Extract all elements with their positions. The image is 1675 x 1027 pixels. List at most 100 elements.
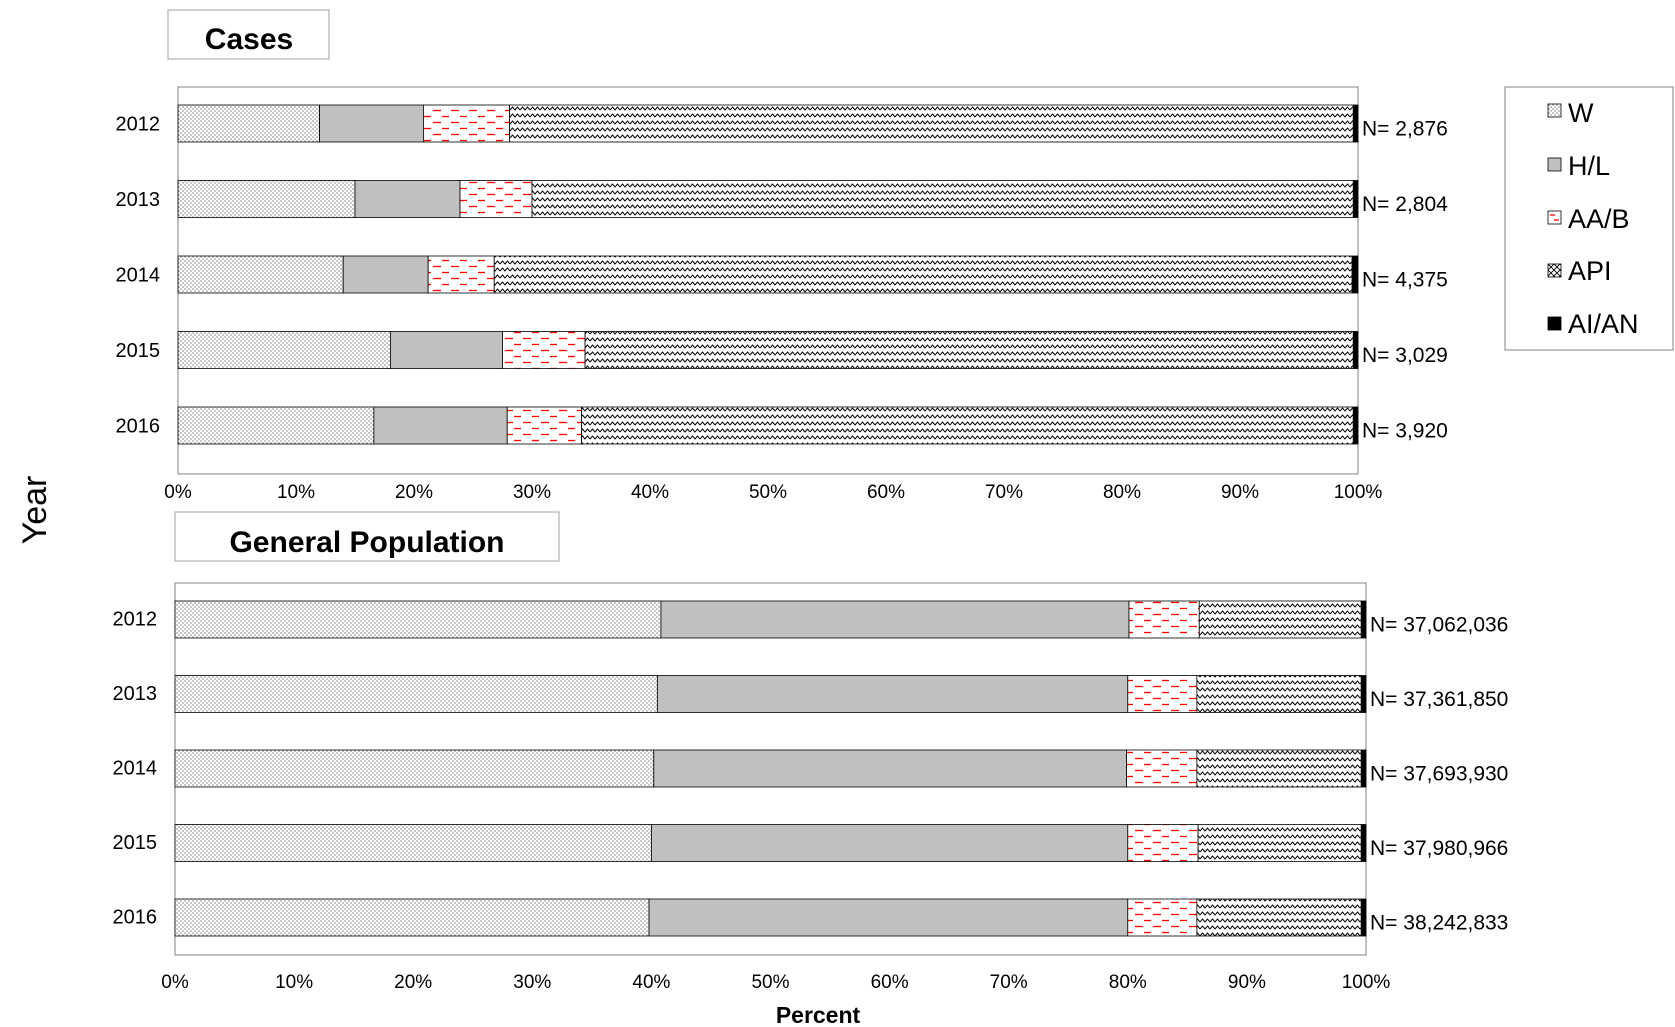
bar-segment-ai-an-2015 [1360, 824, 1367, 862]
x-tick-label-30pct: 30% [513, 972, 551, 993]
x-tick-label-80pct: 80% [1103, 482, 1141, 503]
legend-swatch-w [1547, 103, 1562, 118]
bar-segment-h-l-2012 [660, 600, 1130, 639]
y-axis-label: Year [16, 476, 54, 545]
bar-segment-ai-an-2013 [1360, 675, 1367, 713]
bar-segment-ai-an-2012 [1352, 104, 1359, 143]
bar-segment-w-2014 [177, 255, 344, 294]
bar-segment-api-2014 [1196, 749, 1362, 788]
bar-segment-aa-b-2016 [1127, 898, 1198, 937]
legend-item-api: API [1547, 256, 1612, 286]
category-label-2015: 2015 [113, 832, 158, 854]
n-label-2016: N= 38,242,833 [1370, 912, 1508, 935]
bar-segment-h-l-2013 [354, 180, 461, 218]
n-label-2012: N= 37,062,036 [1370, 614, 1508, 637]
bar-segment-h-l-2014 [653, 749, 1128, 788]
x-tick-label-70pct: 70% [985, 482, 1023, 503]
x-tick-label-90pct: 90% [1221, 482, 1259, 503]
category-label-2013: 2013 [113, 683, 158, 705]
general-population-n-labels: N= 37,062,036 N= 37,361,850 N= 37,693,930 N… [1370, 614, 1508, 935]
legend-swatch-aa-b [1547, 210, 1562, 225]
general-population-x-ticks: 0% 10% 20% 30% 40% 50% 60% 70% 80% 90% 100% [161, 972, 1390, 993]
bar-segment-aa-b-2012 [423, 104, 510, 143]
x-tick-label-10pct: 10% [275, 972, 313, 993]
category-label-2014: 2014 [116, 265, 161, 287]
legend-box [1504, 86, 1674, 351]
legend-label-w: W [1568, 98, 1594, 128]
general-population-panel: General Population 20122013201420152016 … [113, 511, 1508, 993]
category-label-2014: 2014 [113, 758, 158, 780]
n-label-2013: N= 2,804 [1362, 193, 1448, 216]
bar-segment-ai-an-2016 [1360, 898, 1367, 937]
bar-segment-api-2014 [493, 255, 1353, 294]
bar-segment-h-l-2015 [389, 331, 503, 369]
cases-title: Cases [205, 23, 293, 56]
cases-category-labels: 2012 2013 2014 2015 2016 [116, 114, 161, 438]
bar-segment-aa-b-2014 [427, 255, 495, 294]
category-label-2016: 2016 [116, 416, 161, 438]
x-tick-label-40pct: 40% [631, 482, 669, 503]
x-tick-label-50pct: 50% [751, 972, 789, 993]
bar-segment-aa-b-2012 [1128, 600, 1200, 639]
x-tick-label-100pct: 100% [1334, 482, 1383, 503]
legend-swatch-api [1547, 263, 1562, 278]
n-label-2013: N= 37,361,850 [1370, 688, 1508, 711]
legend-label-ai-an: AI/AN [1568, 309, 1639, 339]
legend-label-h-l: H/L [1568, 151, 1610, 181]
bar-segment-h-l-2012 [319, 104, 424, 143]
bar-segment-w-2016 [177, 406, 375, 445]
bar-segment-api-2012 [509, 104, 1354, 143]
x-tick-label-70pct: 70% [990, 972, 1028, 993]
bar-segment-api-2015 [1197, 824, 1362, 862]
category-label-2016: 2016 [113, 907, 158, 929]
bar-segment-api-2015 [584, 331, 1354, 369]
cases-bars [177, 104, 1359, 445]
n-label-2014: N= 37,693,930 [1370, 763, 1508, 786]
bar-segment-ai-an-2016 [1352, 406, 1359, 445]
n-label-2015: N= 3,029 [1362, 344, 1448, 367]
legend-label-api: API [1568, 256, 1612, 286]
legend-swatch-h-l [1547, 157, 1562, 172]
bar-segment-w-2013 [174, 675, 658, 713]
legend-item-ai-an: AI/AN [1547, 309, 1639, 339]
n-label-2015: N= 37,980,966 [1370, 837, 1508, 860]
bar-segment-w-2015 [177, 331, 391, 369]
x-tick-label-0pct: 0% [164, 482, 192, 503]
legend-item-aa-b: AA/B [1547, 204, 1630, 234]
legend: W H/L AA/B API AI/AN [1504, 86, 1674, 351]
bar-segment-aa-b-2015 [502, 331, 586, 369]
bar-segment-api-2012 [1198, 600, 1362, 639]
bar-segment-w-2016 [174, 898, 650, 937]
x-tick-label-20pct: 20% [394, 972, 432, 993]
x-tick-label-100pct: 100% [1342, 972, 1391, 993]
cases-x-ticks: 0% 10% 20% 30% 40% 50% 60% 70% 80% 90% 100% [164, 482, 1382, 503]
x-tick-label-50pct: 50% [749, 482, 787, 503]
bar-segment-w-2014 [174, 749, 655, 788]
bar-segment-w-2012 [177, 104, 321, 143]
bar-segment-h-l-2016 [373, 406, 508, 445]
bar-segment-w-2015 [174, 824, 652, 862]
bar-segment-api-2013 [531, 180, 1354, 218]
x-tick-label-60pct: 60% [867, 482, 905, 503]
bar-segment-h-l-2014 [342, 255, 429, 294]
bar-segment-h-l-2016 [648, 898, 1129, 937]
general-population-category-labels: 2012 2013 2014 2015 2016 [113, 609, 158, 929]
bar-segment-ai-an-2013 [1352, 180, 1359, 218]
n-label-2016: N= 3,920 [1362, 420, 1448, 443]
bar-segment-aa-b-2015 [1127, 824, 1199, 862]
category-label-2013: 2013 [116, 189, 161, 211]
bar-segment-h-l-2013 [656, 675, 1129, 713]
general-population-title-box [174, 511, 560, 562]
category-label-2015: 2015 [116, 340, 161, 362]
x-tick-label-30pct: 30% [513, 482, 551, 503]
x-tick-label-0pct: 0% [161, 972, 189, 993]
x-tick-label-20pct: 20% [395, 482, 433, 503]
n-label-2012: N= 2,876 [1362, 118, 1448, 141]
bar-segment-ai-an-2014 [1360, 749, 1367, 788]
x-tick-label-60pct: 60% [871, 972, 909, 993]
bar-segment-aa-b-2016 [506, 406, 582, 445]
cases-title-box [167, 9, 330, 60]
x-tick-label-80pct: 80% [1109, 972, 1147, 993]
bar-segment-w-2013 [177, 180, 356, 218]
